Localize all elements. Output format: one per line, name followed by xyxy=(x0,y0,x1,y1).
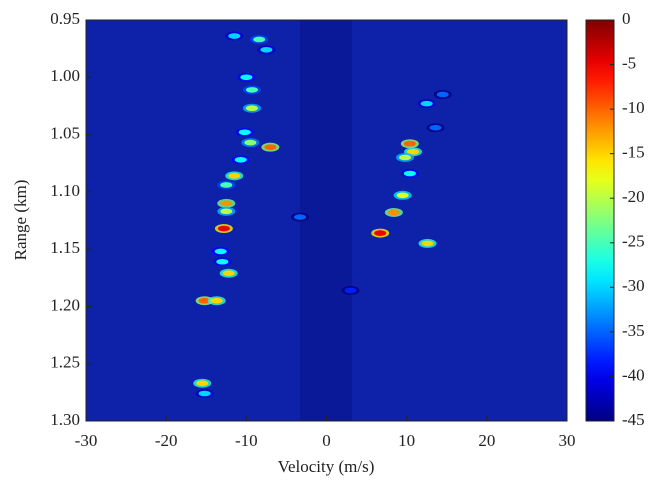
spot xyxy=(244,139,257,146)
spot xyxy=(294,214,307,220)
spot xyxy=(222,270,235,277)
spot xyxy=(260,46,273,53)
spot xyxy=(407,148,420,155)
x-tick-label: 10 xyxy=(398,431,415,450)
colorbar-tick-label: -10 xyxy=(622,98,645,117)
colorbar-tick-label: -45 xyxy=(622,410,645,429)
spot xyxy=(429,124,442,131)
colorbar-tick-label: -15 xyxy=(622,143,645,162)
spot xyxy=(399,154,412,161)
x-tick-label: -20 xyxy=(155,431,178,450)
spot xyxy=(344,287,357,294)
colorbar-tick-label: -5 xyxy=(622,53,636,72)
y-tick-label: 1.15 xyxy=(50,238,80,257)
x-tick-label: 0 xyxy=(322,431,331,450)
spot xyxy=(220,208,233,215)
spot xyxy=(245,105,258,112)
spot xyxy=(421,240,434,247)
colorbar-tick-label: -25 xyxy=(622,232,645,251)
spot xyxy=(403,170,416,177)
y-tick-label: 0.95 xyxy=(50,9,80,28)
colorbar-tick-label: -40 xyxy=(622,365,645,384)
y-axis-label: Range (km) xyxy=(11,180,30,261)
x-tick-label: -30 xyxy=(75,431,98,450)
colorbar-tick-label: -35 xyxy=(622,321,645,340)
spot xyxy=(234,156,247,163)
colorbar-tick-label: 0 xyxy=(622,9,631,28)
y-tick-label: 1.20 xyxy=(50,295,80,314)
spot xyxy=(214,248,227,255)
y-tick-label: 1.05 xyxy=(50,123,80,142)
spot xyxy=(228,33,241,39)
x-tick-label: 30 xyxy=(559,431,576,450)
spot xyxy=(396,192,409,199)
spot xyxy=(210,297,223,304)
spot xyxy=(240,74,253,81)
colorbar-tick-label: -30 xyxy=(622,276,645,295)
spot xyxy=(387,209,400,216)
spot xyxy=(264,144,277,150)
x-tick-label: 20 xyxy=(478,431,495,450)
spot xyxy=(436,91,449,98)
spot xyxy=(198,297,211,304)
spot xyxy=(253,36,266,43)
y-tick-label: 1.25 xyxy=(50,353,80,372)
spot xyxy=(220,182,233,188)
spot xyxy=(217,225,230,232)
spot xyxy=(403,140,416,147)
spot xyxy=(220,200,233,207)
spot xyxy=(245,87,258,93)
spot xyxy=(196,380,209,386)
spot xyxy=(420,100,433,107)
spot xyxy=(216,258,229,265)
clutter-band xyxy=(300,20,352,421)
x-tick-label: -10 xyxy=(235,431,258,450)
y-tick-label: 1.00 xyxy=(50,66,80,85)
x-axis-label: Velocity (m/s) xyxy=(278,457,375,476)
spot xyxy=(238,129,251,136)
spot xyxy=(374,230,387,236)
colorbar xyxy=(585,19,615,422)
spot xyxy=(228,173,241,179)
spot xyxy=(198,390,211,397)
y-tick-label: 1.30 xyxy=(50,410,80,429)
y-tick-label: 1.10 xyxy=(50,181,80,200)
colorbar-tick-label: -20 xyxy=(622,187,645,206)
